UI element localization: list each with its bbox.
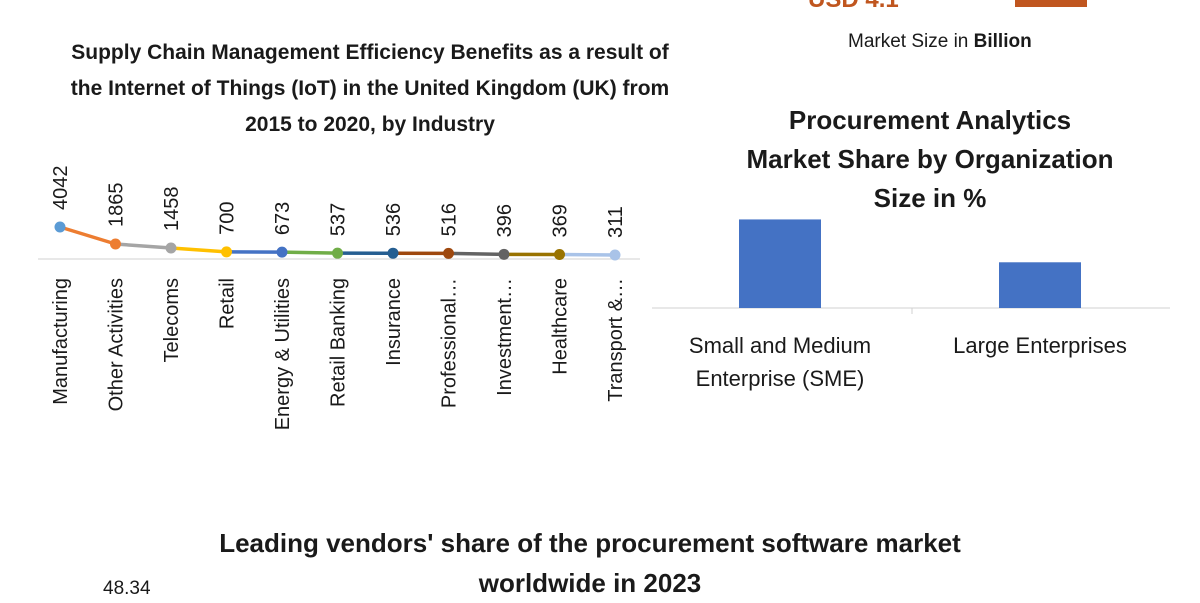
iot-line-segment <box>60 227 116 244</box>
procurement-category-label: Enterprise (SME) <box>696 366 865 391</box>
iot-data-label: 700 <box>217 201 239 234</box>
iot-category-label: Other Activities <box>106 278 128 411</box>
procurement-bar-chart: Small and Medium Enterprise (SME) Large En… <box>640 200 1180 400</box>
procurement-category-label: Large Enterprises <box>953 333 1127 358</box>
iot-data-label: 536 <box>383 203 405 236</box>
iot-data-point <box>499 249 510 260</box>
iot-data-point <box>332 248 343 259</box>
iot-data-label: 4042 <box>50 166 72 211</box>
procurement-bar <box>739 219 821 308</box>
iot-line-segment <box>171 248 227 252</box>
market-size-caption: Market Size in Billion <box>848 31 1032 53</box>
iot-data-point <box>443 248 454 259</box>
market-size-prefix: Market Size in <box>848 31 974 52</box>
iot-data-label: 396 <box>494 204 516 237</box>
iot-category-label: Transport &… <box>605 278 627 402</box>
iot-category-label: Retail <box>217 278 239 329</box>
iot-data-point <box>277 247 288 258</box>
procurement-chart-title-line-2: Market Share by Organization <box>690 140 1170 179</box>
iot-data-label: 369 <box>550 204 572 237</box>
vendors-chart-title-line-2: worldwide in 2023 <box>140 563 1040 603</box>
iot-category-label: Insurance <box>383 278 405 366</box>
iot-data-point <box>554 249 565 260</box>
iot-category-label: Investment… <box>494 278 516 396</box>
cropped-header-text-left: USD 4.1 <box>808 0 899 14</box>
iot-line-segment <box>282 252 338 253</box>
iot-data-point <box>55 222 66 233</box>
iot-data-point <box>110 239 121 250</box>
iot-category-label: Telecoms <box>161 278 183 362</box>
vendors-data-label: 48.34 <box>103 578 151 600</box>
iot-category-label: Retail Banking <box>328 278 350 407</box>
iot-data-label: 1865 <box>106 183 128 228</box>
cropped-header-text-right: ▬▬▬ <box>1015 0 1087 14</box>
iot-category-label: Manufacturing <box>50 278 72 405</box>
iot-data-point <box>221 246 232 257</box>
iot-data-point <box>388 248 399 259</box>
iot-category-label: Energy & Utilities <box>272 278 294 430</box>
iot-data-label: 537 <box>328 203 350 236</box>
market-size-unit: Billion <box>974 31 1032 52</box>
iot-line-segment <box>449 253 505 254</box>
iot-line-segment <box>116 244 172 248</box>
vendors-chart-title: Leading vendors' share of the procuremen… <box>140 523 1040 603</box>
iot-data-label: 1458 <box>161 187 183 232</box>
procurement-category-label: Small and Medium <box>689 333 871 358</box>
iot-data-label: 673 <box>272 202 294 235</box>
iot-data-point <box>610 250 621 261</box>
vendors-chart-title-line-1: Leading vendors' share of the procuremen… <box>140 523 1040 563</box>
iot-data-point <box>166 243 177 254</box>
iot-data-label: 516 <box>439 203 461 236</box>
procurement-bar <box>999 262 1081 308</box>
iot-line-chart: 4042 Manufacturing 1865 Other Activities 145… <box>0 0 660 470</box>
iot-data-label: 311 <box>605 206 627 238</box>
iot-category-label: Healthcare <box>550 278 572 375</box>
iot-category-label: Professional… <box>439 278 461 408</box>
procurement-chart-title-line-1: Procurement Analytics <box>690 101 1170 140</box>
